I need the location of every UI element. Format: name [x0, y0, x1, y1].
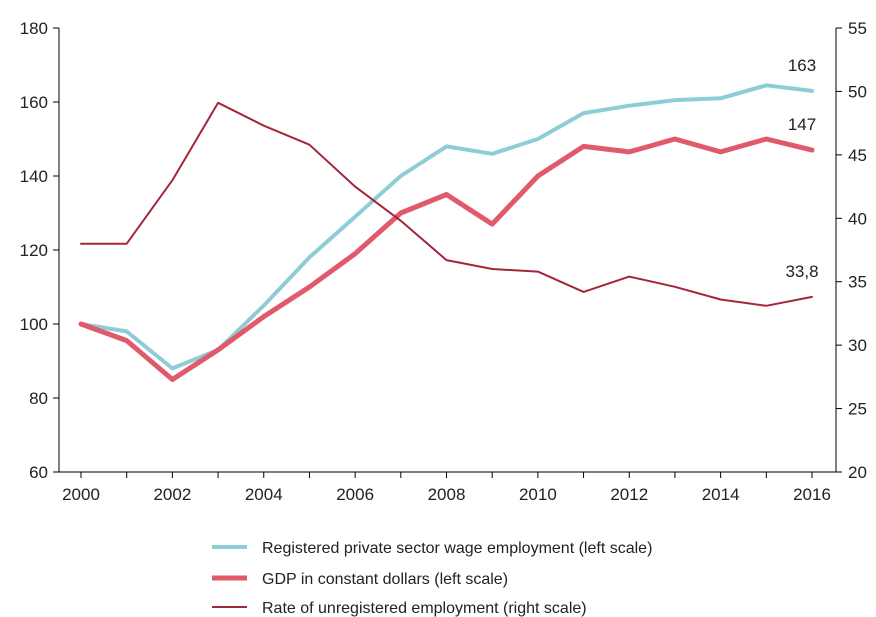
right-axis-tick-label: 50	[848, 82, 867, 101]
x-axis-tick-label: 2006	[336, 485, 374, 504]
x-axis-tick-label: 2002	[153, 485, 191, 504]
left-axis-tick-label: 60	[29, 463, 48, 482]
x-axis-tick-label: 2010	[519, 485, 557, 504]
right-axis-tick-label: 30	[848, 336, 867, 355]
end-value-label: 33,8	[785, 262, 818, 281]
x-axis-tick-label: 2016	[793, 485, 831, 504]
x-axis-tick-label: 2014	[702, 485, 740, 504]
left-axis-tick-label: 120	[20, 241, 48, 260]
end-labels: 163 147 33,8	[785, 56, 818, 281]
left-axis-tick-label: 100	[20, 315, 48, 334]
left-axis-tick-label: 80	[29, 389, 48, 408]
x-axis-tick-label: 2004	[245, 485, 283, 504]
legend: Registered private sector wage employmen…	[212, 540, 652, 617]
series-lines	[78, 83, 815, 382]
right-axis-tick-label: 35	[848, 273, 867, 292]
x-axis-tick-label: 2008	[428, 485, 466, 504]
series-line-2	[78, 136, 815, 382]
legend-label: Registered private sector wage employmen…	[262, 540, 652, 557]
left-axis-tick-label: 140	[20, 167, 48, 186]
left-axis-tick-label: 160	[20, 93, 48, 112]
right-axis-tick-label: 45	[848, 146, 867, 165]
end-value-label: 163	[788, 56, 816, 75]
x-axis-tick-label: 2000	[62, 485, 100, 504]
left-axis-tick-label: 180	[20, 19, 48, 38]
x-axis-tick-label: 2012	[610, 485, 648, 504]
legend-label: GDP in constant dollars (left scale)	[262, 571, 508, 588]
end-value-label: 147	[788, 115, 816, 134]
right-axis-tick-label: 40	[848, 209, 867, 228]
legend-label: Rate of unregistered employment (right s…	[262, 600, 587, 617]
right-axis-tick-label: 25	[848, 400, 867, 419]
right-axis-tick-label: 55	[848, 19, 867, 38]
axes: 60 80 100 120 140 160 180 20 25 30 35 40 45 50 55 2000 2…	[20, 19, 867, 504]
series-line-1	[79, 83, 814, 371]
right-axis-tick-label: 20	[848, 463, 867, 482]
series-line-3	[80, 101, 813, 307]
